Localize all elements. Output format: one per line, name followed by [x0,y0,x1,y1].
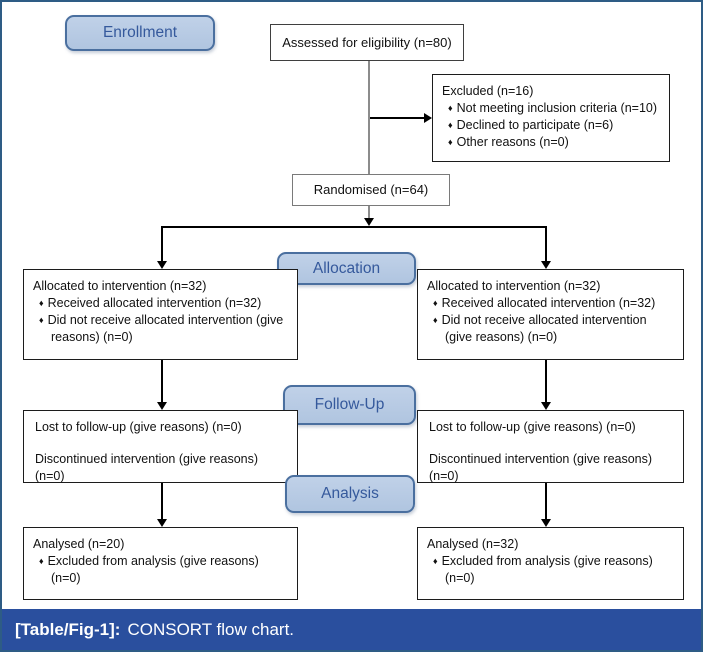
list-item: ♦ Excluded from analysis (give reasons) (… [433,554,653,585]
arrow-down-icon [157,519,167,527]
figure-caption-text: CONSORT flow chart. [127,619,295,639]
allocation-stage-text: Allocation [312,259,381,277]
analysis-box-left: Analysed (n=20) ♦ Excluded from analysis … [23,527,298,600]
analysis-left-title: Analysed (n=20) [33,537,125,551]
connector-line [370,117,424,119]
list-item: ♦ Declined to participate (n=6) [448,118,614,132]
list-item: ♦ Excluded from analysis (give reasons) (… [39,554,259,585]
list-item: ♦ Received allocated intervention (n=32) [433,296,656,310]
excluded-title: Excluded (n=16) [442,84,534,98]
arrow-down-icon [157,402,167,410]
arrow-down-icon [157,261,167,269]
allocation-left-title: Allocated to intervention (n=32) [33,279,207,293]
allocation-left-content: Allocated to intervention (n=32) ♦ Receiv… [24,270,297,352]
connector-line [545,226,547,261]
analysis-box-right: Analysed (n=32) ♦ Excluded from analysis … [417,527,684,600]
bullet-diamond-icon: ♦ [433,298,438,308]
bullet-diamond-icon: ♦ [39,298,44,308]
bullet-diamond-icon: ♦ [433,315,438,325]
bullet-diamond-icon: ♦ [39,315,44,325]
followup-left-content: Lost to follow-up (give reasons) (n=0) D… [24,411,297,491]
followup-left-line2: Discontinued intervention (give reasons)… [35,452,259,483]
connector-line [545,483,547,520]
followup-right-content: Lost to follow-up (give reasons) (n=0) D… [418,411,683,491]
allocation-right-title: Allocated to intervention (n=32) [427,279,601,293]
followup-stage-label: Follow-Up [283,385,416,425]
enrollment-stage-label: Enrollment [65,15,215,51]
connector-line [161,483,163,520]
figure-caption-bar: [Table/Fig-1]: CONSORT flow chart. [2,609,701,650]
arrow-down-icon [541,261,551,269]
followup-right-line2: Discontinued intervention (give reasons)… [429,452,653,483]
analysis-stage-text: Analysis [321,485,379,502]
arrow-right-icon [424,113,432,123]
figure-caption-label: [Table/Fig-1]: [15,619,121,639]
followup-right-line1: Lost to follow-up (give reasons) (n=0) [429,420,636,434]
followup-stage-text: Follow-Up [314,396,385,413]
followup-box-left: Lost to follow-up (give reasons) (n=0) D… [23,410,298,483]
allocation-box-right: Allocated to intervention (n=32) ♦ Receiv… [417,269,684,360]
connector-line [161,226,163,261]
list-item: ♦ Other reasons (n=0) [448,135,569,149]
bullet-diamond-icon: ♦ [39,556,44,566]
connector-line [368,206,370,219]
arrow-down-icon [541,402,551,410]
analysis-right-title: Analysed (n=32) [427,537,519,551]
connector-line [368,61,370,174]
allocation-box-left: Allocated to intervention (n=32) ♦ Receiv… [23,269,298,360]
arrow-down-icon [364,218,374,226]
enrollment-stage-text: Enrollment [102,24,178,41]
connector-line [161,360,163,403]
analysis-left-content: Analysed (n=20) ♦ Excluded from analysis … [24,528,297,593]
bullet-diamond-icon: ♦ [433,556,438,566]
bullet-diamond-icon: ♦ [448,103,453,113]
connector-line [161,226,547,228]
excluded-content: Excluded (n=16) ♦ Not meeting inclusion c… [433,75,669,157]
analysis-stage-label: Analysis [285,475,415,513]
followup-box-right: Lost to follow-up (give reasons) (n=0) D… [417,410,684,483]
arrow-down-icon [541,519,551,527]
randomised-text: Randomised (n=64) [313,182,429,198]
excluded-box: Excluded (n=16) ♦ Not meeting inclusion c… [432,74,670,162]
connector-line [545,360,547,403]
assessed-box: Assessed for eligibility (n=80) [270,24,464,61]
allocation-right-content: Allocated to intervention (n=32) ♦ Receiv… [418,270,683,352]
randomised-box: Randomised (n=64) [292,174,450,206]
followup-left-line1: Lost to follow-up (give reasons) (n=0) [35,420,242,434]
bullet-diamond-icon: ♦ [448,120,453,130]
assessed-text: Assessed for eligibility (n=80) [282,34,452,50]
analysis-right-content: Analysed (n=32) ♦ Excluded from analysis … [418,528,683,593]
allocation-stage-label: Allocation [277,252,416,285]
list-item: ♦ Did not receive allocated intervention … [39,313,284,344]
list-item: ♦ Not meeting inclusion criteria (n=10) [448,101,658,115]
bullet-diamond-icon: ♦ [448,137,453,147]
list-item: ♦ Did not receive allocated intervention … [433,313,647,344]
list-item: ♦ Received allocated intervention (n=32) [39,296,262,310]
